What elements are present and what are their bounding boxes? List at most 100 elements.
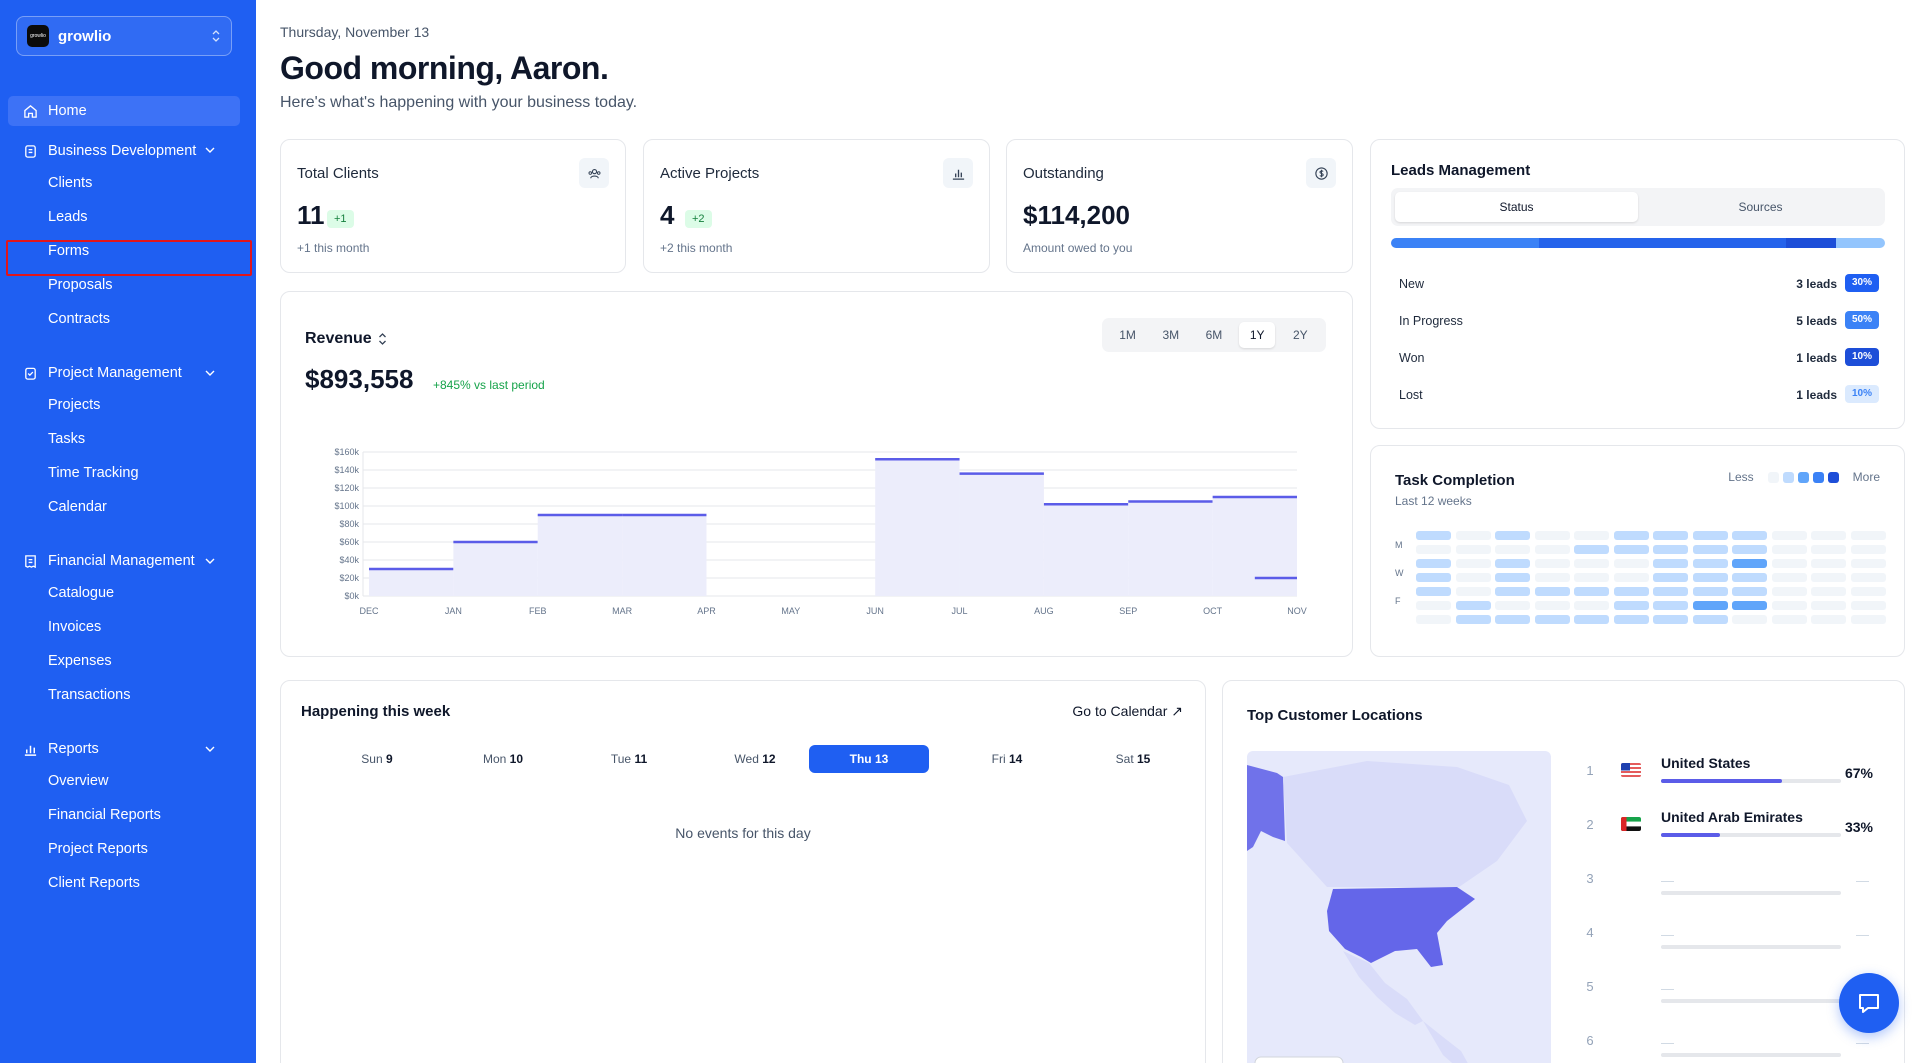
- heatmap-cell: [1416, 559, 1451, 568]
- leads-bar-segment: [1539, 238, 1787, 248]
- map-region-alaska[interactable]: [1247, 765, 1285, 851]
- receipt-icon: [25, 554, 36, 568]
- heatmap-cell: [1534, 601, 1570, 610]
- heatmap-cell: [1692, 573, 1728, 582]
- top-locations-card: Top Customer Locations 1 United States 6…: [1222, 680, 1905, 1063]
- range-2y[interactable]: 2Y: [1293, 328, 1308, 342]
- revenue-area-segment: [875, 459, 960, 596]
- sidebar-item-tasks[interactable]: Tasks: [48, 431, 86, 447]
- heatmap-cell: [1732, 545, 1767, 554]
- page-title: Good morning, Aaron.: [280, 50, 609, 86]
- heatmap-cell: [1692, 559, 1728, 568]
- sidebar-item-overview[interactable]: Overview: [48, 773, 109, 789]
- world-map[interactable]: [1247, 751, 1551, 1063]
- location-track: [1661, 779, 1841, 783]
- placeholder-dash: —: [1661, 927, 1674, 942]
- x-tick-label: SEP: [1119, 606, 1137, 616]
- revenue-total: $893,558: [305, 364, 414, 394]
- day-fri[interactable]: Fri 14: [947, 745, 1067, 773]
- leads-row-label: Lost: [1399, 388, 1423, 402]
- day-mon[interactable]: Mon 10: [443, 745, 563, 773]
- day-thu[interactable]: Thu 13: [809, 745, 929, 773]
- heatmap-cell: [1495, 573, 1530, 582]
- revenue-title-selector[interactable]: Revenue: [305, 330, 387, 348]
- sidebar-section-financial-management[interactable]: Financial Management: [8, 546, 240, 576]
- legend-less: Less: [1728, 470, 1754, 484]
- heatmap-cell: [1850, 531, 1886, 540]
- sidebar-item-invoices[interactable]: Invoices: [48, 619, 102, 635]
- range-1m[interactable]: 1M: [1119, 328, 1136, 342]
- sidebar-item-proposals[interactable]: Proposals: [48, 277, 113, 293]
- go-to-calendar-link[interactable]: Go to Calendar ↗: [1072, 703, 1183, 720]
- y-tick-label: $120k: [334, 483, 359, 493]
- heatmap-cell: [1416, 573, 1451, 582]
- heatmap-cell: [1653, 531, 1688, 540]
- leads-bar-segment: [1391, 238, 1540, 248]
- heatmap-cell: [1455, 559, 1491, 568]
- revenue-change: +845% vs last period: [433, 378, 545, 392]
- sidebar-item-contracts[interactable]: Contracts: [48, 311, 111, 327]
- page-subtitle: Here's what's happening with your busine…: [280, 94, 638, 111]
- heatmap-cell: [1416, 545, 1451, 554]
- chevrons-up-down-icon: [378, 332, 386, 345]
- sidebar-item-time-tracking[interactable]: Time Tracking: [48, 465, 139, 481]
- day-tue[interactable]: Tue 11: [569, 745, 689, 773]
- sidebar: growlio growlio Home Business Developmen…: [0, 0, 256, 1063]
- sidebar-item-label: Home: [48, 103, 87, 119]
- sidebar-item-transactions[interactable]: Transactions: [48, 687, 131, 703]
- sidebar-item-expenses[interactable]: Expenses: [48, 653, 112, 669]
- map-zoom-controls[interactable]: [1254, 1056, 1344, 1063]
- sidebar-section-reports[interactable]: Reports: [8, 734, 240, 764]
- day-wed[interactable]: Wed 12: [695, 745, 815, 773]
- heatmap-cell: [1692, 587, 1728, 596]
- day-num: 10: [509, 752, 524, 766]
- heatmap-cell: [1455, 587, 1491, 596]
- range-6m[interactable]: 6M: [1205, 328, 1223, 342]
- heatmap-cell: [1771, 601, 1807, 610]
- help-chat-button[interactable]: [1839, 973, 1899, 1033]
- revenue-card: Revenue $893,558 +845% vs last period 1M…: [280, 291, 1353, 657]
- sidebar-item-client-reports[interactable]: Client Reports: [48, 875, 140, 891]
- stat-value: $114,200: [1023, 200, 1131, 230]
- heatmap-cell: [1574, 587, 1609, 596]
- leads-row-lost: Lost 1 leads 10%: [1399, 385, 1879, 405]
- heatmap-cell: [1850, 601, 1886, 610]
- sidebar-section-business-development[interactable]: Business Development: [8, 136, 240, 166]
- location-name: United States: [1661, 755, 1751, 771]
- day-name: Sun: [361, 752, 383, 766]
- sidebar-section-project-management[interactable]: Project Management: [8, 358, 240, 388]
- sidebar-item-clients[interactable]: Clients: [48, 175, 93, 191]
- day-sat[interactable]: Sat 15: [1073, 745, 1193, 773]
- day-sun[interactable]: Sun 9: [317, 745, 437, 773]
- heatmap-cell: [1613, 545, 1649, 554]
- tab-status[interactable]: Status: [1395, 192, 1638, 222]
- sidebar-item-forms[interactable]: Forms: [48, 243, 90, 259]
- heatmap-cell: [1495, 531, 1530, 540]
- workspace-switcher[interactable]: growlio growlio: [16, 16, 232, 56]
- heatmap-cell: [1613, 601, 1649, 610]
- heatmap-cell: [1613, 615, 1649, 624]
- sidebar-item-calendar[interactable]: Calendar: [48, 499, 107, 515]
- tab-sources[interactable]: Sources: [1738, 200, 1783, 214]
- empty-state: No events for this day: [675, 825, 811, 841]
- range-1y[interactable]: 1Y: [1239, 322, 1276, 348]
- location-track: [1661, 945, 1841, 949]
- location-track: [1661, 1053, 1841, 1057]
- sidebar-item-home[interactable]: Home: [8, 96, 240, 126]
- leads-row-count: 1 leads: [1796, 388, 1837, 402]
- map-region-usa[interactable]: [1327, 887, 1475, 967]
- users-icon: [579, 158, 609, 188]
- legend-swatch: [1767, 471, 1779, 483]
- sidebar-item-catalogue[interactable]: Catalogue: [48, 585, 115, 601]
- range-3m[interactable]: 3M: [1162, 328, 1180, 342]
- sidebar-item-project-reports[interactable]: Project Reports: [48, 841, 148, 857]
- sidebar-item-financial-reports[interactable]: Financial Reports: [48, 807, 161, 823]
- chevrons-up-down-icon: [212, 30, 220, 42]
- x-tick-label: MAY: [781, 606, 800, 616]
- heatmap-cell: [1732, 531, 1767, 540]
- sidebar-item-projects[interactable]: Projects: [48, 397, 101, 413]
- sidebar-item-leads[interactable]: Leads: [48, 209, 88, 225]
- x-tick-label: MAR: [612, 606, 633, 616]
- heatmap-cell: [1692, 545, 1728, 554]
- leads-row-count: 1 leads: [1796, 351, 1837, 365]
